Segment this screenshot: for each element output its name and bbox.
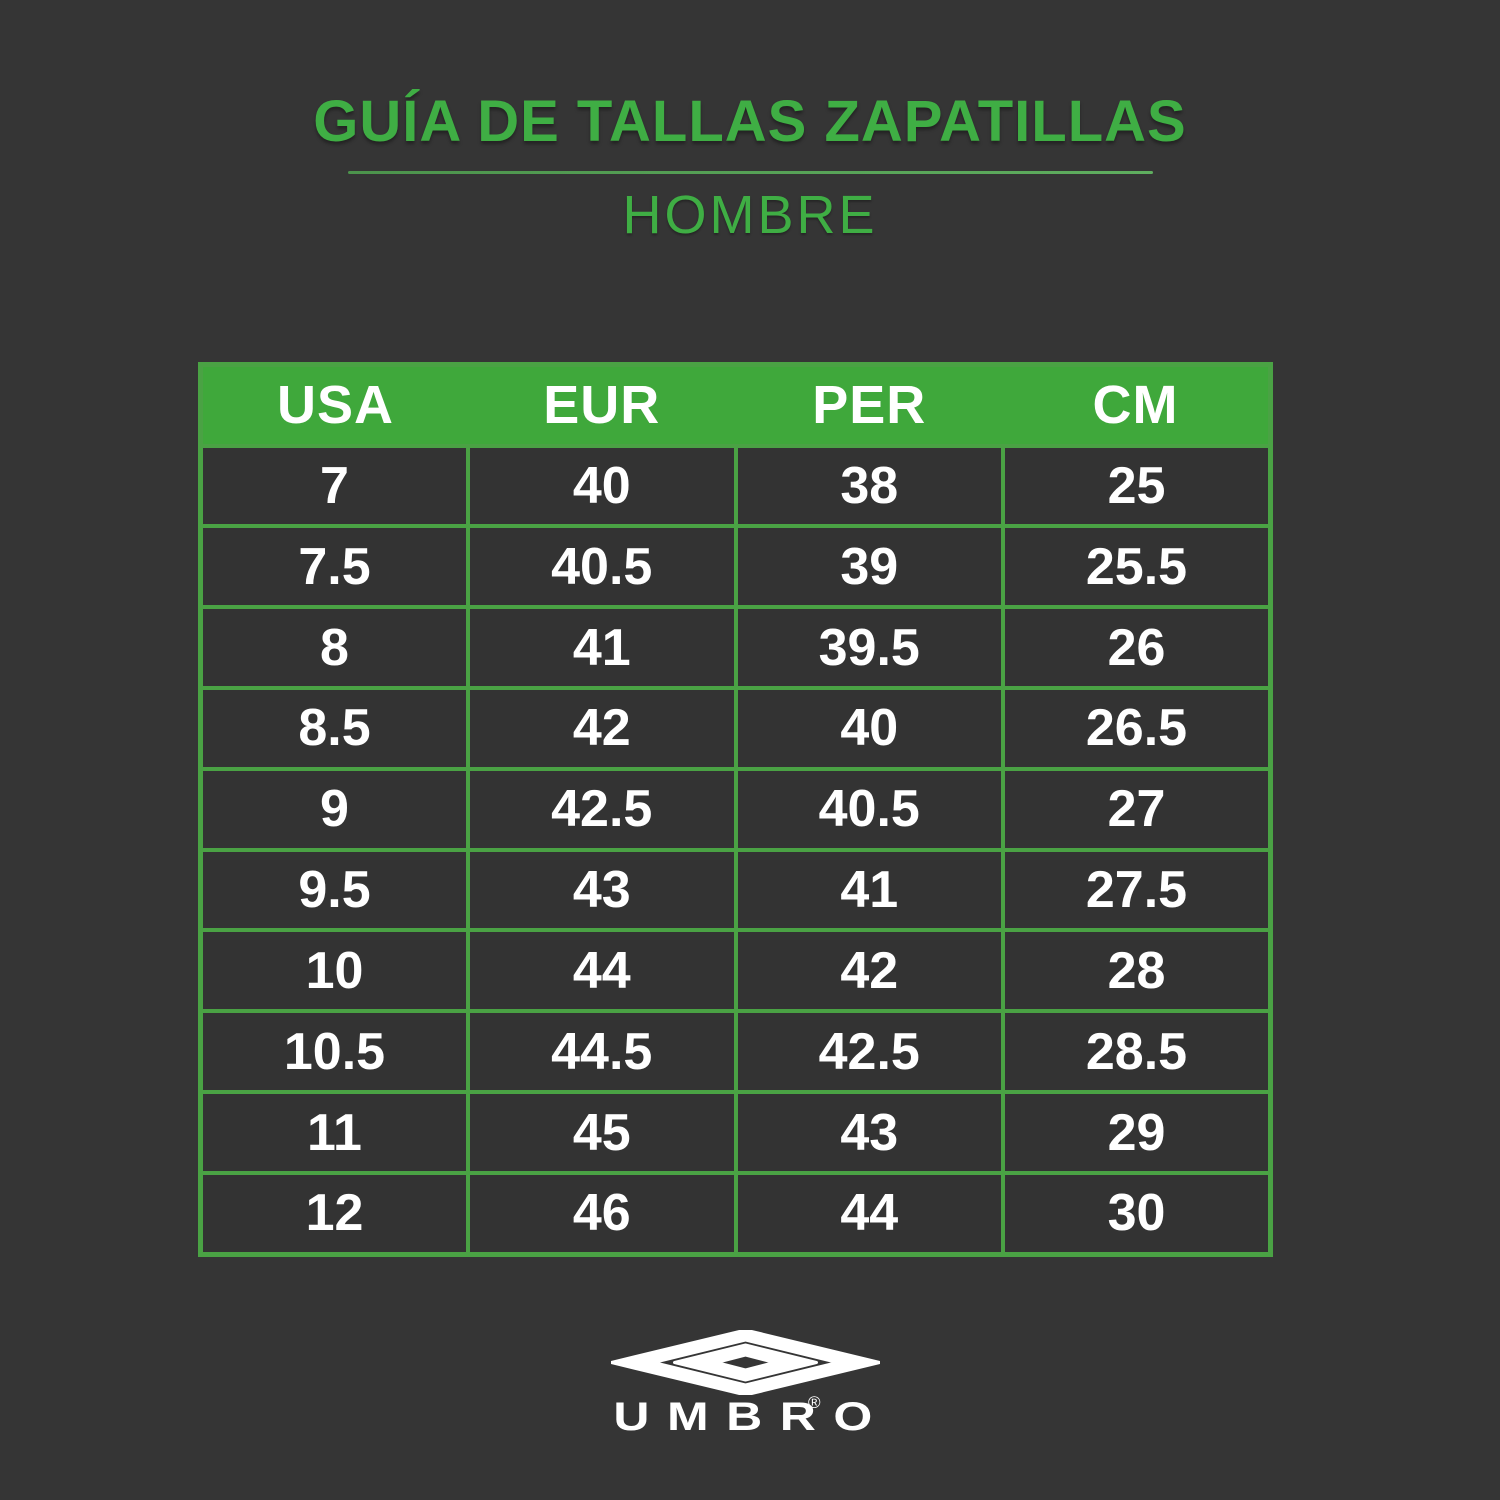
column-header-cm: CM [1003,364,1271,446]
column-header-usa: USA [200,364,468,446]
table-cell: 8 [198,605,470,690]
table-cell: 43 [733,1090,1005,1175]
size-table-header: USA EUR PER CM [200,364,1271,446]
table-cell: 28.5 [1001,1009,1273,1095]
table-cell: 39.5 [733,605,1005,690]
column-header-eur: EUR [468,364,736,446]
umbro-logo: UMBRO ® [595,1330,895,1439]
table-row: 7 40 38 25 [198,443,1273,529]
table-cell: 25.5 [1001,524,1273,610]
table-cell: 10.5 [198,1009,470,1095]
table-cell: 26.5 [1001,685,1273,771]
table-cell: 44 [733,1170,1005,1257]
page-title: GUÍA DE TALLAS ZAPATILLAS [313,89,1187,154]
umbro-wordmark: UMBRO [613,1395,891,1439]
table-cell: 42.5 [733,1009,1005,1095]
table-cell: 26 [1001,605,1273,690]
size-table-body: 7 40 38 25 7.5 40.5 39 25.5 8 41 39.5 26 8.5 42 40 26.5… [198,443,1273,1257]
table-row: 9.5 43 41 27.5 [198,847,1273,933]
header-row: USA EUR PER CM [200,364,1271,446]
table-cell: 9 [198,766,470,852]
table-cell: 42.5 [466,766,738,852]
table-cell: 42 [466,685,738,771]
table-cell: 29 [1001,1090,1273,1175]
table-cell: 11 [198,1090,470,1175]
table-cell: 38 [733,443,1005,529]
table-cell: 27.5 [1001,847,1273,933]
table-row: 10 44 42 28 [198,928,1273,1014]
table-row: 8 41 39.5 26 [198,605,1273,690]
table-cell: 46 [466,1170,738,1257]
table-cell: 10 [198,928,470,1014]
table-cell: 45 [466,1090,738,1175]
table-cell: 12 [198,1170,470,1257]
table-cell: 44 [466,928,738,1014]
table-row: 8.5 42 40 26.5 [198,685,1273,771]
table-cell: 43 [466,847,738,933]
table-cell: 40.5 [733,766,1005,852]
table-cell: 41 [466,605,738,690]
table-cell: 9.5 [198,847,470,933]
table-cell: 7 [198,443,470,529]
table-row: 12 46 44 30 [198,1170,1273,1257]
table-cell: 41 [733,847,1005,933]
size-table: USA EUR PER CM 7 40 38 25 7.5 40.5 39 25.5 8 41 39.5 2… [198,362,1273,1257]
table-cell: 8.5 [198,685,470,771]
table-row: 9 42.5 40.5 27 [198,766,1273,852]
table-cell: 27 [1001,766,1273,852]
title-underline [348,171,1153,174]
column-header-per: PER [735,364,1003,446]
table-cell: 25 [1001,443,1273,529]
subtitle-gender: HOMBRE [622,185,878,245]
registered-trademark-icon: ® [808,1393,821,1412]
table-row: 11 45 43 29 [198,1090,1273,1175]
table-row: 7.5 40.5 39 25.5 [198,524,1273,610]
table-cell: 7.5 [198,524,470,610]
table-cell: 44.5 [466,1009,738,1095]
table-cell: 30 [1001,1170,1273,1257]
table-cell: 40 [733,685,1005,771]
table-cell: 40 [466,443,738,529]
table-cell: 39 [733,524,1005,610]
table-row: 10.5 44.5 42.5 28.5 [198,1009,1273,1095]
umbro-diamond-icon [610,1330,880,1395]
table-cell: 40.5 [466,524,738,610]
table-cell: 28 [1001,928,1273,1014]
table-cell: 42 [733,928,1005,1014]
umbro-wordmark-row: UMBRO ® [595,1393,895,1439]
